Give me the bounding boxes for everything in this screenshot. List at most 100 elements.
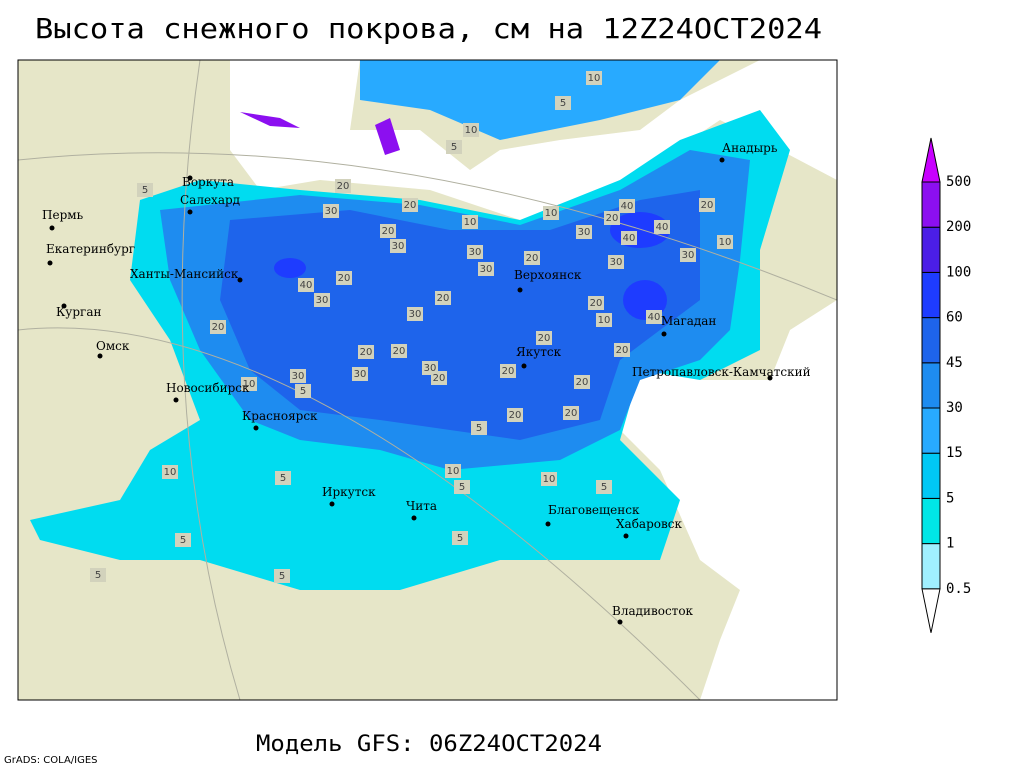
graticule bbox=[18, 60, 837, 700]
contour-label: 30 bbox=[354, 369, 367, 380]
contour-label: 10 bbox=[545, 208, 558, 219]
contour-label: 10 bbox=[719, 237, 732, 248]
city-dot bbox=[47, 260, 53, 266]
contour-label-box bbox=[680, 248, 696, 262]
title: Высота снежного покрова, см на 12Z24OCT2… bbox=[35, 12, 822, 45]
city-label: Иркутск bbox=[322, 485, 376, 499]
contour-label: 20 bbox=[404, 200, 417, 211]
contour-label: 10 bbox=[164, 467, 177, 478]
city-dot bbox=[517, 287, 523, 293]
contour-label-box bbox=[608, 255, 624, 269]
credit: GrADS: COLA/IGES bbox=[4, 755, 98, 766]
contour-label-box bbox=[467, 245, 483, 259]
contour-label-box bbox=[588, 296, 604, 310]
city-label: Верхоянск bbox=[514, 268, 582, 282]
city-label: Екатеринбург bbox=[46, 242, 135, 256]
contour-label-box bbox=[576, 225, 592, 239]
colorbar-label: 500 bbox=[946, 174, 971, 190]
contour-label-box bbox=[241, 377, 257, 391]
city-label: Новосибирск bbox=[166, 381, 250, 395]
city-dot bbox=[173, 397, 179, 403]
contour-label-box bbox=[358, 345, 374, 359]
contour-label: 40 bbox=[648, 312, 661, 323]
contour-label-box bbox=[654, 220, 670, 234]
contour-label: 20 bbox=[606, 213, 619, 224]
contour-label-box bbox=[619, 199, 635, 213]
contour-label-box bbox=[621, 231, 637, 245]
colorbar-label: 15 bbox=[946, 445, 963, 461]
contour-label-box bbox=[298, 278, 314, 292]
contour-label: 10 bbox=[464, 217, 477, 228]
contour-label-box bbox=[454, 480, 470, 494]
contour-label: 40 bbox=[300, 280, 313, 291]
city-dot bbox=[719, 157, 725, 163]
colorbar-label: 45 bbox=[946, 355, 963, 371]
contour-label-box bbox=[478, 262, 494, 276]
contour-label-box bbox=[431, 371, 447, 385]
contour-label-box bbox=[445, 464, 461, 478]
contour-label-box bbox=[555, 96, 571, 110]
contour-label: 30 bbox=[578, 227, 591, 238]
contour-label: 10 bbox=[588, 73, 601, 84]
contour-label: 5 bbox=[560, 98, 566, 109]
contour-label: 20 bbox=[590, 298, 603, 309]
city-label: Омск bbox=[96, 339, 130, 353]
city-label: Владивосток bbox=[612, 604, 694, 618]
contour-label: 40 bbox=[656, 222, 669, 233]
colorbar-segment bbox=[921, 271, 941, 319]
contour-label-box bbox=[462, 215, 478, 229]
contour-label-box bbox=[352, 367, 368, 381]
contour-label-box bbox=[717, 235, 733, 249]
city-dot bbox=[97, 353, 103, 359]
city-dot bbox=[617, 619, 623, 625]
contour-label: 40 bbox=[623, 233, 636, 244]
contour-label-box bbox=[162, 465, 178, 479]
contour-label-box bbox=[90, 568, 106, 582]
city-dot bbox=[767, 375, 773, 381]
contour-label: 20 bbox=[701, 200, 714, 211]
city-label: Красноярск bbox=[242, 409, 318, 423]
contour-label: 5 bbox=[601, 482, 607, 493]
contour-label-box bbox=[314, 293, 330, 307]
contour-label: 5 bbox=[451, 142, 457, 153]
contour-label-box bbox=[275, 471, 291, 485]
contour-label-box bbox=[435, 291, 451, 305]
contour-label-box bbox=[541, 472, 557, 486]
contour-label-box bbox=[586, 71, 602, 85]
contour-label-box bbox=[596, 313, 612, 327]
contour-label: 5 bbox=[457, 533, 463, 544]
city-label: Петропавловск-Камчатский bbox=[632, 365, 811, 379]
colorbar-label: 100 bbox=[946, 264, 971, 280]
model-label: Модель GFS: 06Z24OCT2024 bbox=[256, 732, 602, 757]
contour-label-box bbox=[536, 331, 552, 345]
snow-area bbox=[274, 258, 306, 278]
colorbar-segment bbox=[921, 407, 941, 454]
contour-label: 20 bbox=[616, 345, 629, 356]
colorbar-segment bbox=[921, 317, 941, 364]
contour-label: 30 bbox=[392, 241, 405, 252]
island bbox=[375, 118, 400, 155]
contour-label-box bbox=[175, 533, 191, 547]
contour-label: 20 bbox=[433, 373, 446, 384]
city-label: Ханты-Мансийск bbox=[130, 267, 239, 281]
city-dot bbox=[545, 521, 551, 527]
contour-label: 20 bbox=[382, 226, 395, 237]
colorbar-segment bbox=[921, 362, 941, 409]
colorbar-segment bbox=[921, 452, 941, 499]
contour-label: 30 bbox=[469, 247, 482, 258]
contour-label: 20 bbox=[576, 377, 589, 388]
contour-label: 20 bbox=[538, 333, 551, 344]
contour-label: 40 bbox=[621, 201, 634, 212]
city-label: Магадан bbox=[661, 314, 716, 328]
map: 1051052030202030101030204040403020103030… bbox=[17, 59, 838, 701]
island bbox=[240, 112, 300, 128]
pacific-ocean bbox=[600, 300, 837, 700]
city-dot bbox=[61, 303, 67, 309]
contour-label: 30 bbox=[682, 250, 695, 261]
city-label: Хабаровск bbox=[616, 517, 682, 531]
contour-label: 20 bbox=[437, 293, 450, 304]
contour-label-box bbox=[604, 211, 620, 225]
contour-label-box bbox=[596, 480, 612, 494]
contour-label: 5 bbox=[279, 571, 285, 582]
